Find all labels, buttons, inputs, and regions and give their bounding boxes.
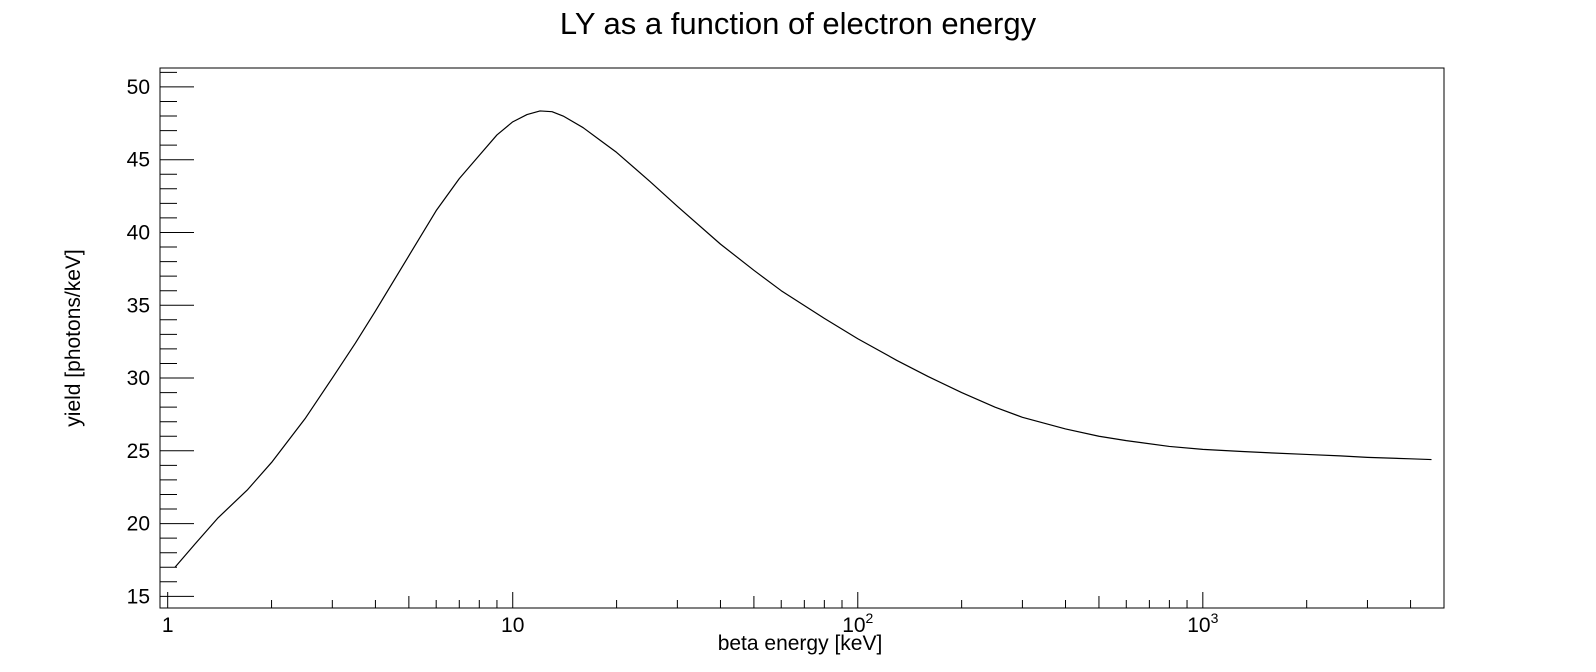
y-axis-label: yield [photons/keV]: [62, 249, 85, 426]
y-tick-label: 50: [127, 76, 150, 99]
x-axis-ticks: [167, 592, 1445, 608]
y-tick-label: 15: [127, 585, 150, 608]
x-axis-tick-labels: 1 10 102 103: [162, 610, 1219, 637]
y-tick-label: 25: [127, 440, 150, 463]
y-tick-label: 45: [127, 149, 150, 172]
x-tick-label: 1: [162, 614, 174, 637]
x-tick-label: 103: [1187, 610, 1218, 637]
x-tick-label: 102: [842, 610, 873, 637]
x-axis-label: beta energy [keV]: [718, 632, 883, 655]
series-layer: [174, 110, 1432, 568]
y-axis-tick-labels: 15 20 25 30 35 40 45 50: [127, 76, 150, 608]
x-tick-label: 10: [501, 614, 524, 637]
series-line-0: [174, 110, 1432, 568]
y-tick-label: 20: [127, 513, 150, 536]
plot-frame: [159, 67, 1445, 609]
y-tick-label: 30: [127, 367, 150, 390]
y-tick-label: 35: [127, 294, 150, 317]
y-axis-ticks: [160, 71, 194, 597]
y-tick-label: 40: [127, 221, 150, 244]
chart-title: LY as a function of electron energy: [560, 6, 1037, 41]
